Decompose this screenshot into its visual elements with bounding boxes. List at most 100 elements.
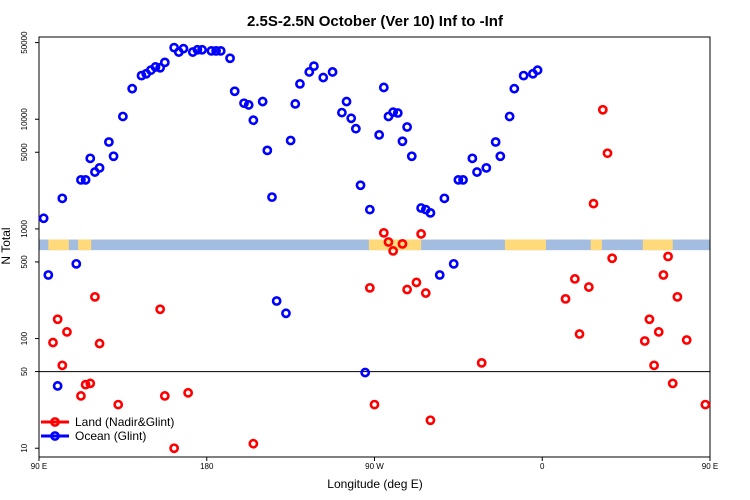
ocean-point (178, 43, 189, 54)
ocean-point (248, 115, 259, 126)
land-point (644, 314, 655, 325)
land-point (672, 291, 683, 302)
ocean-point (346, 113, 357, 124)
land-point (402, 284, 413, 295)
land-point (411, 277, 422, 288)
ocean-point (94, 163, 105, 173)
y-axis-label: N Total (0, 227, 13, 264)
land-point (52, 314, 63, 325)
ocean-point (509, 83, 520, 94)
land-point (364, 282, 375, 293)
x-axis: 90 E 180 90 W 0 90 E (31, 457, 718, 471)
x-tick-label: 0 (540, 462, 545, 471)
land-point (653, 327, 664, 337)
y-tick-label: 1000 (20, 219, 29, 237)
land-patch (590, 239, 602, 251)
x-tick-label: 90 E (31, 462, 47, 471)
land-point (383, 237, 394, 247)
ocean-point (80, 174, 91, 185)
land-point (476, 357, 487, 368)
ocean-point (439, 193, 450, 204)
land-point (681, 335, 692, 345)
land-point (588, 198, 599, 209)
ocean-point (262, 145, 273, 156)
land-point (583, 282, 594, 292)
land-point (667, 378, 678, 389)
land-ocean-band (39, 239, 710, 251)
land-point (90, 291, 100, 302)
land-point (248, 438, 259, 449)
x-axis-label: Longitude (deg E) (327, 477, 422, 491)
y-tick-label: 100 (20, 331, 29, 345)
ocean-point (327, 67, 338, 77)
ocean-point (76, 174, 86, 185)
ocean-point (402, 122, 413, 132)
ocean-point (406, 151, 417, 162)
ocean-point (467, 153, 478, 164)
land-point (369, 399, 380, 410)
y-tick-label: 50 (20, 367, 29, 376)
ocean-point (341, 96, 352, 107)
ocean-point (336, 107, 347, 118)
land-patch (504, 239, 546, 251)
land-point (607, 253, 618, 264)
ocean-point (318, 72, 329, 83)
ocean-point (239, 98, 249, 109)
ocean-point (392, 108, 403, 118)
land-patch (78, 239, 92, 251)
land-patch (642, 239, 673, 251)
ocean-point (206, 45, 217, 56)
ocean-point (52, 381, 63, 391)
land-point (649, 360, 659, 371)
land-point (658, 270, 669, 280)
ocean-point (215, 45, 226, 56)
y-axis: 10 50 100 500 1000 5000 10000 50000 (20, 31, 39, 453)
ocean-point (458, 174, 468, 185)
ocean-point (85, 153, 96, 164)
ocean-point (350, 123, 361, 134)
ocean-point (43, 270, 54, 280)
ocean-point (71, 258, 82, 269)
ocean-point (281, 308, 291, 319)
ocean-point (285, 135, 296, 146)
legend-land-label: Land (Nadir&Glint) (75, 415, 174, 429)
land-point (159, 391, 170, 401)
ocean-point (416, 203, 426, 213)
legend: Land (Nadir&Glint) Ocean (Glint) (41, 415, 174, 443)
ocean-point (425, 207, 436, 218)
ocean-point (290, 99, 301, 109)
land-point (416, 229, 426, 239)
ocean-point (490, 137, 501, 147)
ocean-point (127, 83, 138, 94)
land-point (663, 251, 673, 262)
ocean-point (364, 204, 375, 215)
ocean-point (117, 111, 128, 122)
land-point (569, 274, 580, 284)
ocean-point (225, 53, 235, 64)
land-point (397, 238, 408, 249)
x-tick-label: 90 E (702, 462, 718, 471)
land-point (113, 399, 124, 410)
ocean-point (453, 174, 464, 185)
x-tick-label: 90 W (365, 462, 384, 471)
ocean-point (518, 70, 529, 81)
data-points (38, 42, 711, 454)
y-tick-label: 500 (20, 255, 29, 269)
land-point (639, 336, 650, 346)
land-point (80, 379, 91, 390)
land-point (420, 288, 431, 298)
land-point (700, 399, 711, 410)
ocean-point (159, 57, 170, 68)
land-point (155, 304, 166, 315)
ocean-point (108, 151, 119, 162)
ocean-point (495, 151, 506, 162)
land-point (602, 148, 613, 159)
ocean-point (57, 193, 68, 204)
land-point (48, 337, 58, 348)
legend-ocean-label: Ocean (Glint) (75, 429, 146, 443)
ocean-point (360, 367, 371, 378)
legend-ocean-marker (50, 431, 60, 441)
legend-land-marker (50, 417, 60, 427)
ocean-point (103, 137, 114, 147)
